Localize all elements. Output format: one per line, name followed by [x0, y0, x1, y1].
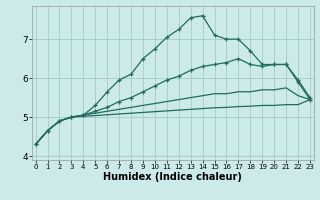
X-axis label: Humidex (Indice chaleur): Humidex (Indice chaleur) [103, 172, 242, 182]
